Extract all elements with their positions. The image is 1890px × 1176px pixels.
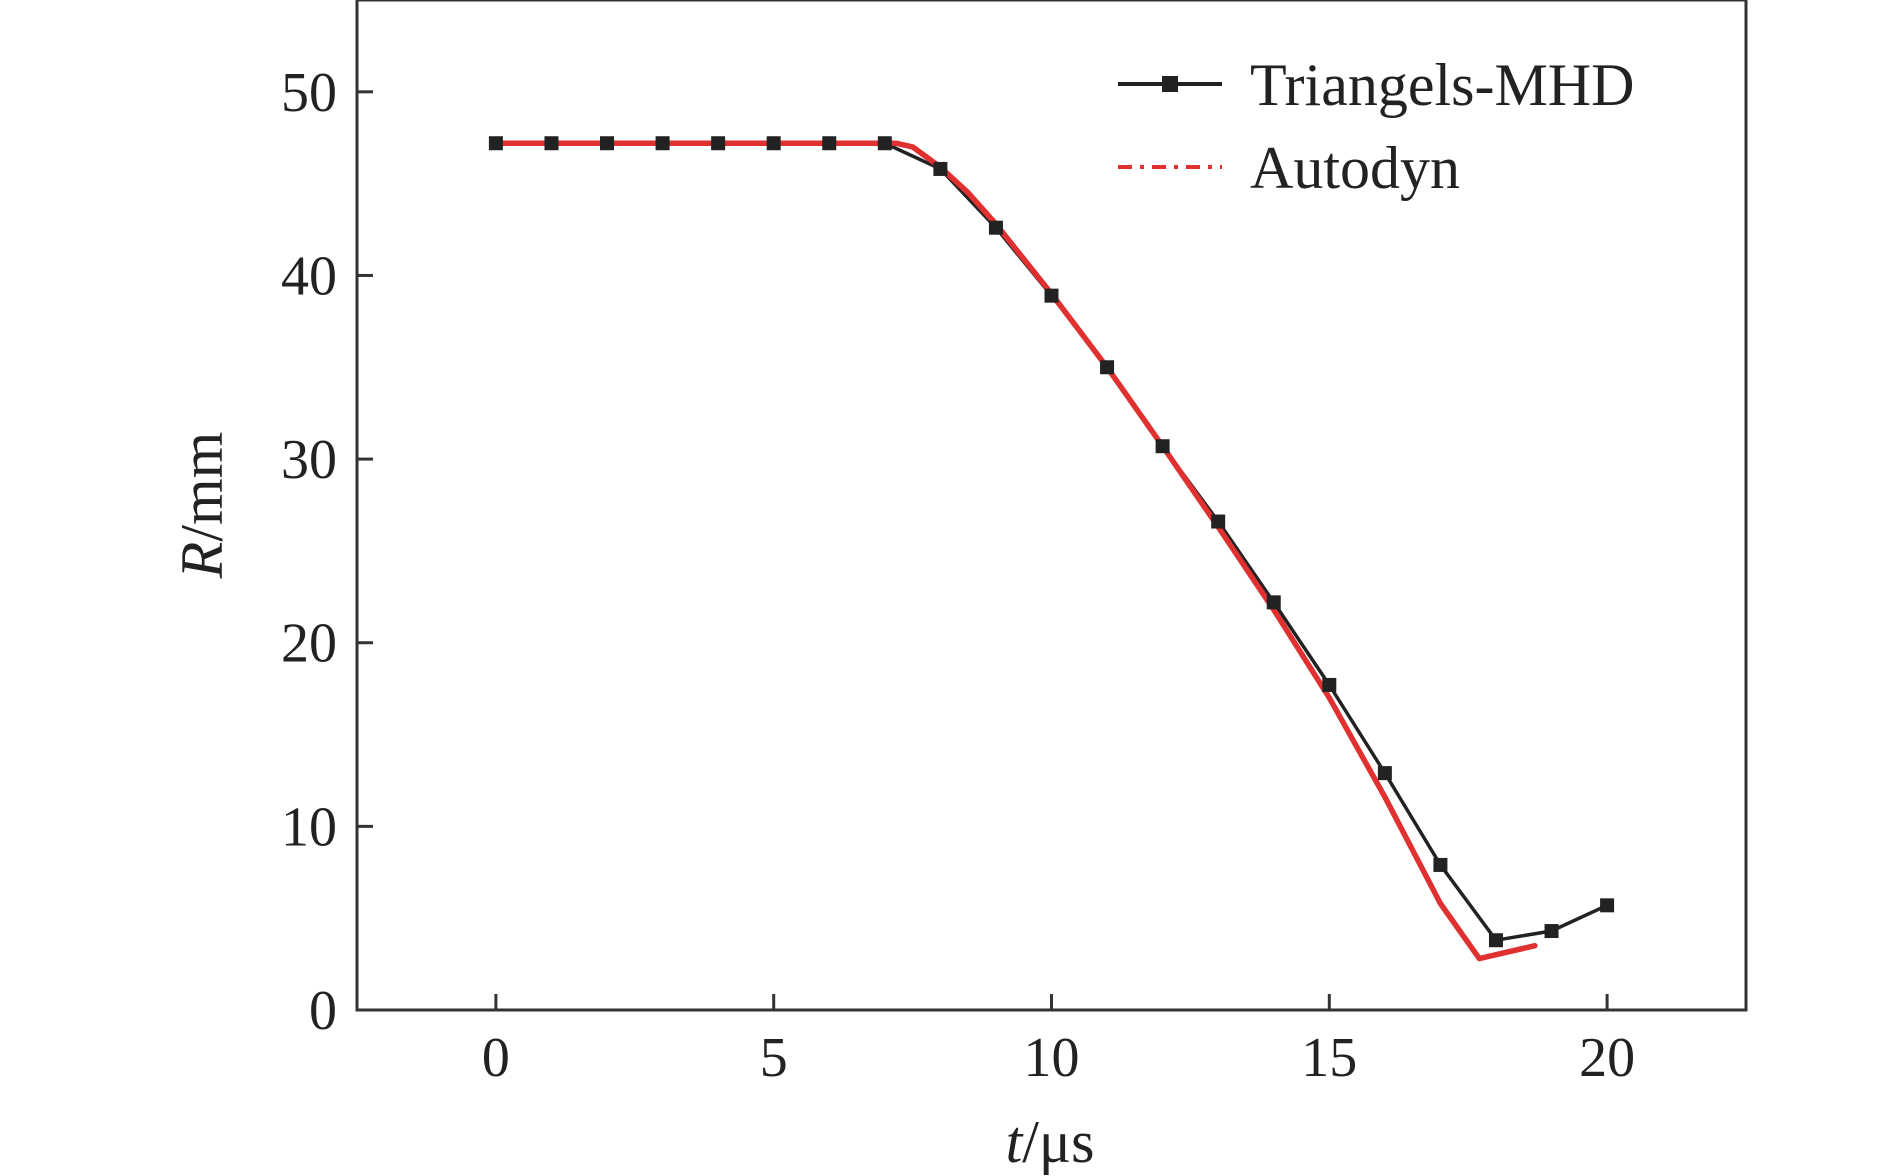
point-triangels-mhd-13 bbox=[1211, 514, 1226, 529]
point-triangels-mhd-15 bbox=[1322, 677, 1337, 692]
point-triangels-mhd-7 bbox=[877, 136, 892, 151]
point-triangels-mhd-1 bbox=[544, 136, 559, 151]
x-tick-label-15: 15 bbox=[1301, 1027, 1357, 1089]
point-triangels-mhd-5 bbox=[766, 136, 781, 151]
point-triangels-mhd-18 bbox=[1488, 933, 1503, 948]
point-triangels-mhd-14 bbox=[1266, 595, 1281, 610]
y-tick-label-50: 50 bbox=[281, 62, 337, 124]
x-axis-title: t/μs bbox=[1006, 1109, 1095, 1175]
x-tick-label-10: 10 bbox=[1024, 1027, 1080, 1089]
point-triangels-mhd-8 bbox=[933, 161, 948, 176]
axis-ticks: 0 5 10 15 20 0 10 20 30 40 50 bbox=[281, 62, 1635, 1089]
series-line-triangels-mhd bbox=[495, 141, 1608, 942]
point-triangels-mhd-12 bbox=[1155, 439, 1170, 454]
y-tick-label-30: 30 bbox=[281, 429, 337, 491]
y-tick-label-40: 40 bbox=[281, 245, 337, 307]
point-triangels-mhd-6 bbox=[822, 136, 837, 151]
y-axis-title: R/mm bbox=[169, 432, 235, 580]
point-triangels-mhd-10 bbox=[1044, 288, 1059, 303]
point-triangels-mhd-4 bbox=[711, 136, 726, 151]
x-tick-label-0: 0 bbox=[482, 1027, 510, 1089]
plot-frame bbox=[355, 0, 1748, 1012]
point-triangels-mhd-3 bbox=[655, 136, 670, 151]
point-triangels-mhd-16 bbox=[1377, 766, 1392, 781]
point-triangels-mhd-20 bbox=[1600, 898, 1615, 913]
legend: Triangels-MHD Autodyn bbox=[1118, 52, 1634, 201]
point-triangels-mhd-11 bbox=[1100, 360, 1115, 375]
point-triangels-mhd-2 bbox=[600, 136, 615, 151]
legend-label-autodyn: Autodyn bbox=[1250, 135, 1460, 201]
x-tick-label-5: 5 bbox=[760, 1027, 788, 1089]
point-triangels-mhd-0 bbox=[488, 136, 503, 151]
point-triangels-mhd-19 bbox=[1544, 924, 1559, 939]
y-tick-label-10: 10 bbox=[281, 796, 337, 858]
y-tick-label-0: 0 bbox=[309, 980, 337, 1042]
series-layer bbox=[488, 136, 1615, 962]
legend-label-triangels-mhd: Triangels-MHD bbox=[1250, 52, 1634, 118]
legend-marker-triangels-mhd bbox=[1162, 76, 1178, 92]
point-triangels-mhd-9 bbox=[988, 220, 1003, 235]
series-line-autodyn bbox=[493, 140, 1538, 962]
point-triangels-mhd-17 bbox=[1433, 857, 1448, 872]
x-tick-label-20: 20 bbox=[1579, 1027, 1635, 1089]
y-tick-label-20: 20 bbox=[281, 613, 337, 675]
